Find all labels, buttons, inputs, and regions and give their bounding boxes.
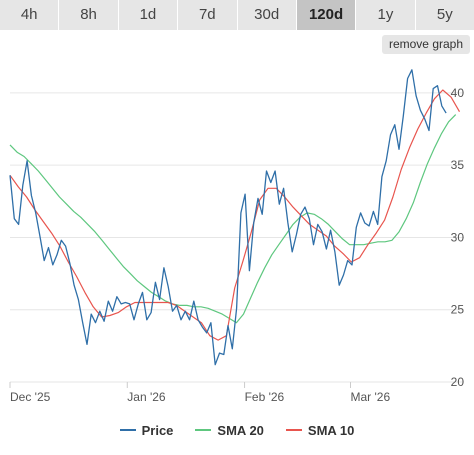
tab-5y[interactable]: 5y: [415, 0, 474, 30]
series-line-sma-20: [9, 114, 457, 324]
y-tick-label: 40: [451, 86, 465, 100]
legend-swatch: [119, 429, 136, 431]
x-tick-label: Mar '26: [351, 390, 391, 402]
legend-label: SMA 20: [217, 422, 264, 438]
tab-8h[interactable]: 8h: [59, 0, 119, 30]
x-tick-label: Jan '26: [127, 390, 166, 402]
tab-30d[interactable]: 30d: [237, 0, 297, 30]
x-tick-label: Feb '26: [245, 390, 285, 402]
x-tick-label: Dec '25: [10, 390, 51, 402]
legend-item-price[interactable]: Price: [119, 422, 174, 438]
y-tick-label: 20: [451, 375, 465, 389]
y-tick-label: 30: [451, 230, 465, 244]
y-tick-label: 25: [451, 303, 465, 317]
series-line-price: [9, 69, 447, 366]
tab-7d[interactable]: 7d: [178, 0, 238, 30]
tab-4h[interactable]: 4h: [0, 0, 60, 30]
legend-item-sma-20[interactable]: SMA 20: [195, 422, 264, 438]
tab-120d[interactable]: 120d: [296, 0, 357, 30]
chart-legend: Price SMA 20 SMA 10: [0, 420, 474, 440]
tab-1d[interactable]: 1d: [118, 0, 179, 30]
legend-swatch: [195, 429, 212, 431]
tab-1y[interactable]: 1y: [356, 0, 416, 30]
legend-item-sma-10[interactable]: SMA 10: [285, 422, 355, 438]
remove-graph-button[interactable]: remove graph: [382, 35, 470, 54]
legend-label: Price: [141, 422, 174, 438]
price-chart: 20 25 30 35 40 Dec '25 Jan '26 Feb '26 Mar '26: [9, 69, 465, 402]
legend-label: SMA 10: [307, 422, 355, 438]
legend-swatch: [285, 429, 302, 431]
y-tick-label: 35: [451, 158, 465, 172]
timeframe-tabs: 4h 8h 1d 7d 30d 120d 1y 5y: [0, 0, 474, 30]
series-line-sma-10: [9, 89, 461, 341]
